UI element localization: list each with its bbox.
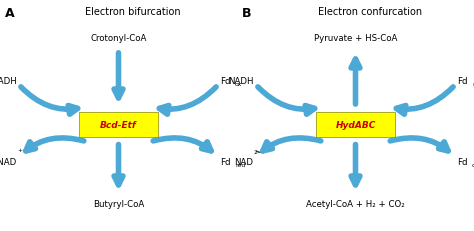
FancyBboxPatch shape: [316, 112, 394, 137]
Text: A: A: [5, 7, 14, 20]
Text: Butyryl-CoA: Butyryl-CoA: [93, 199, 144, 208]
Text: 2 NADH: 2 NADH: [0, 76, 17, 85]
Text: ox: ox: [472, 163, 474, 168]
Text: HydABC: HydABC: [335, 120, 376, 129]
Text: Fd: Fd: [220, 157, 231, 166]
Text: +: +: [18, 147, 23, 152]
Text: 2−: 2−: [253, 150, 263, 155]
Text: red: red: [472, 82, 474, 87]
Text: Fd: Fd: [457, 157, 468, 166]
Text: Acetyl-CoA + H₂ + CO₂: Acetyl-CoA + H₂ + CO₂: [306, 199, 405, 208]
Text: ox: ox: [235, 82, 243, 87]
Text: Bcd-Etf: Bcd-Etf: [100, 120, 137, 129]
Text: Electron confurcation: Electron confurcation: [318, 7, 422, 17]
Text: NADH: NADH: [228, 76, 254, 85]
Text: red: red: [235, 163, 246, 168]
Text: Fd: Fd: [220, 76, 231, 85]
Text: B: B: [242, 7, 251, 20]
Text: NAD: NAD: [235, 157, 254, 166]
Text: −: −: [255, 147, 260, 152]
Text: Pyruvate + HS-CoA: Pyruvate + HS-CoA: [314, 34, 397, 43]
Text: 2 NAD: 2 NAD: [0, 157, 17, 166]
FancyBboxPatch shape: [79, 112, 157, 137]
Text: Crotonyl-CoA: Crotonyl-CoA: [91, 34, 146, 43]
Text: Electron bifurcation: Electron bifurcation: [85, 7, 181, 17]
Text: Fd: Fd: [457, 76, 468, 85]
